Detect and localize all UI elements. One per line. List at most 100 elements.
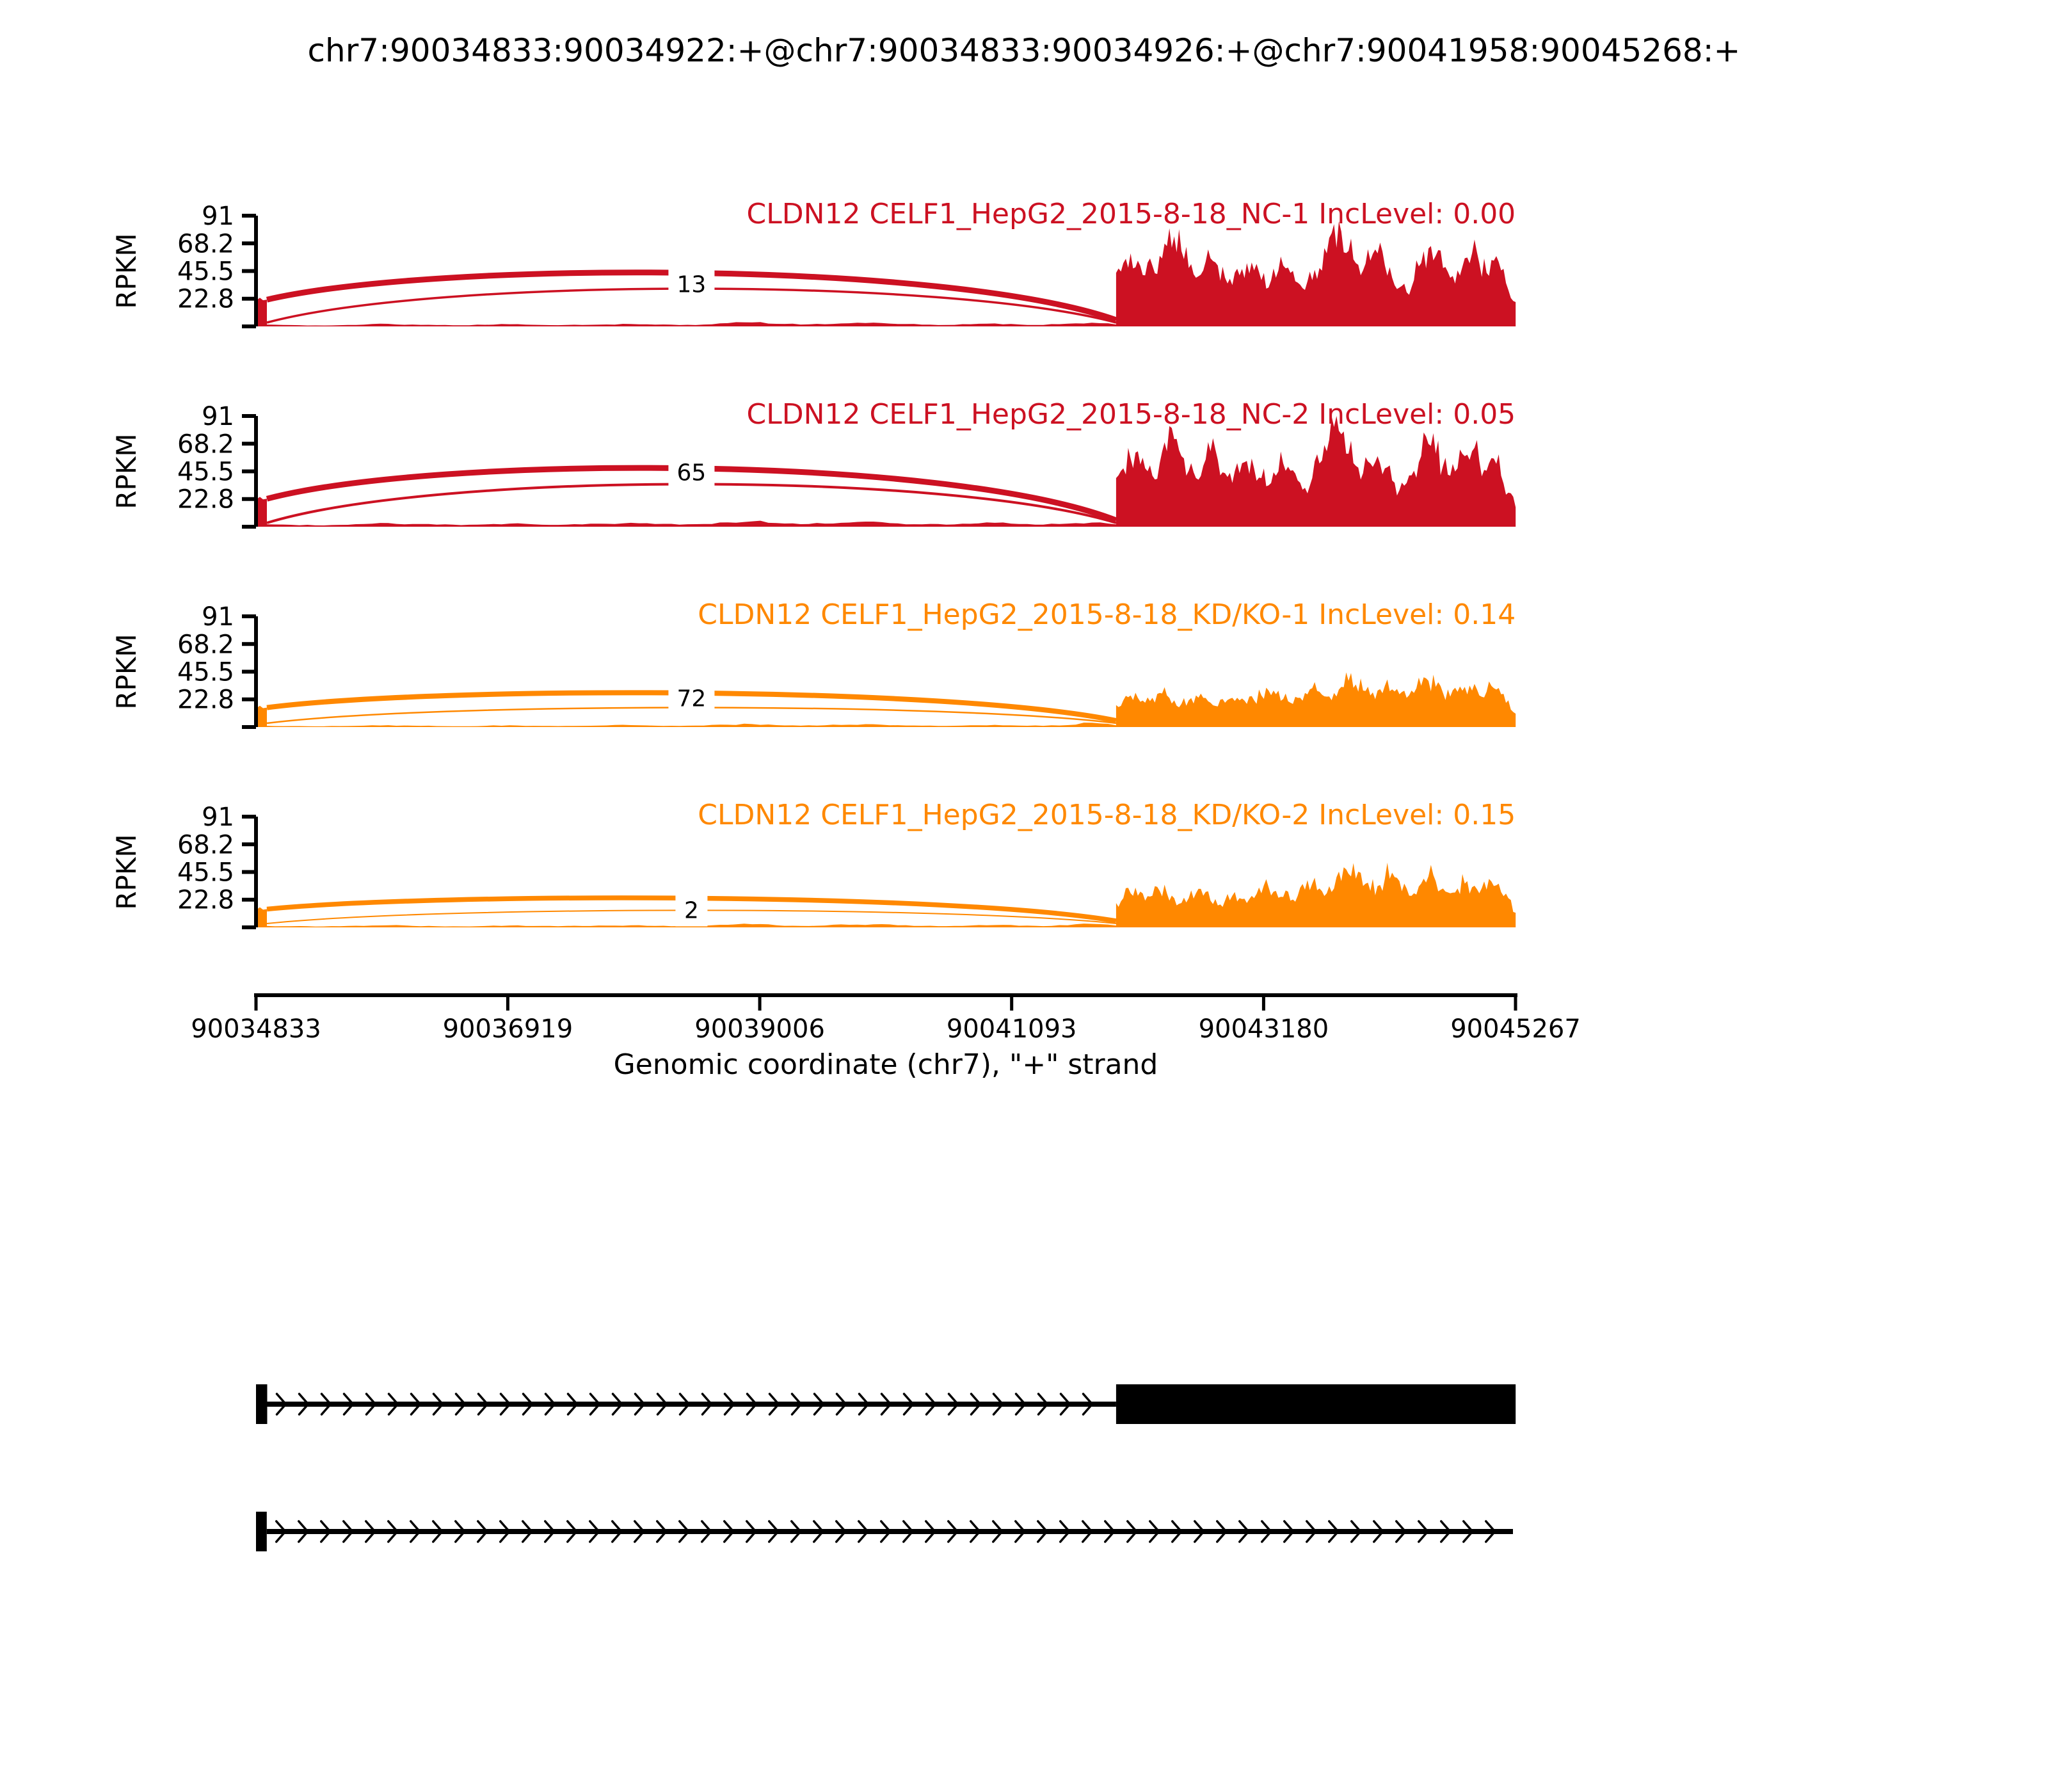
splice-chevron bbox=[589, 1393, 601, 1416]
splice-chevron bbox=[835, 1520, 847, 1543]
splice-chevron bbox=[835, 1393, 847, 1416]
splice-chevron bbox=[342, 1393, 355, 1416]
splice-chevron bbox=[992, 1520, 1004, 1543]
y-axis-title: RPKM bbox=[111, 634, 142, 709]
isoform-2 bbox=[256, 1512, 1513, 1551]
junction-count-label: 72 bbox=[677, 685, 707, 712]
splice-chevron bbox=[678, 1393, 691, 1416]
splice-chevron bbox=[566, 1520, 579, 1543]
splice-chevron bbox=[522, 1393, 534, 1416]
junction-count-label: 13 bbox=[677, 271, 707, 298]
splice-chevron bbox=[432, 1520, 444, 1543]
x-tick-label: 90034833 bbox=[191, 1014, 321, 1044]
y-tick-label: 68.2 bbox=[177, 229, 234, 259]
splice-chevron bbox=[768, 1520, 780, 1543]
x-tick-label: 90041093 bbox=[947, 1014, 1077, 1044]
exon-block bbox=[1116, 1384, 1516, 1424]
splice-chevron bbox=[544, 1393, 556, 1416]
splice-chevron bbox=[656, 1520, 668, 1543]
splice-chevron bbox=[746, 1520, 758, 1543]
y-tick-label: 91 bbox=[202, 202, 234, 231]
splice-chevron bbox=[1059, 1393, 1071, 1416]
y-tick-label: 45.5 bbox=[177, 257, 234, 287]
splice-chevron bbox=[1395, 1520, 1407, 1543]
y-tick-label: 91 bbox=[202, 803, 234, 832]
splice-chevron bbox=[992, 1393, 1004, 1416]
junction-count-bg bbox=[668, 455, 715, 489]
splice-chevron bbox=[611, 1520, 623, 1543]
splice-chevron bbox=[880, 1393, 892, 1416]
coverage-area bbox=[257, 221, 1516, 326]
splice-chevron bbox=[1462, 1520, 1475, 1543]
splice-chevron bbox=[723, 1520, 735, 1543]
sample-label: CLDN12 CELF1_HepG2_2015-8-18_NC-2 IncLev… bbox=[746, 398, 1516, 431]
splice-chevron bbox=[275, 1520, 287, 1543]
plot-title: chr7:90034833:90034922:+@chr7:90034833:9… bbox=[307, 32, 1741, 69]
splice-chevron bbox=[1014, 1520, 1027, 1543]
splice-chevron bbox=[947, 1393, 959, 1416]
splice-chevron bbox=[320, 1393, 332, 1416]
sample-label: CLDN12 CELF1_HepG2_2015-8-18_KD/KO-1 Inc… bbox=[698, 598, 1516, 631]
y-tick-label: 22.8 bbox=[177, 685, 234, 715]
splice-chevron bbox=[589, 1520, 601, 1543]
splice-chevron bbox=[1104, 1520, 1116, 1543]
y-tick-label: 45.5 bbox=[177, 658, 234, 687]
splice-chevron bbox=[790, 1520, 803, 1543]
splice-chevron bbox=[858, 1393, 870, 1416]
junction-count-bg bbox=[668, 681, 715, 715]
y-tick-label: 45.5 bbox=[177, 458, 234, 487]
splice-chevron bbox=[813, 1520, 825, 1543]
splice-chevron bbox=[544, 1520, 556, 1543]
splice-chevron bbox=[522, 1520, 534, 1543]
splice-chevron bbox=[947, 1520, 959, 1543]
splice-chevron bbox=[880, 1520, 892, 1543]
splice-chevron bbox=[566, 1393, 579, 1416]
splice-chevron bbox=[1216, 1520, 1228, 1543]
splice-chevron bbox=[275, 1393, 287, 1416]
splice-chevron bbox=[1194, 1520, 1206, 1543]
splice-chevron bbox=[1059, 1520, 1071, 1543]
isoform-1 bbox=[256, 1384, 1516, 1424]
splice-chevron bbox=[925, 1393, 937, 1416]
splice-chevron bbox=[1037, 1393, 1049, 1416]
splice-chevron bbox=[790, 1393, 803, 1416]
splice-chevron bbox=[611, 1393, 623, 1416]
y-tick-label: 45.5 bbox=[177, 858, 234, 888]
sample-label: CLDN12 CELF1_HepG2_2015-8-18_NC-1 IncLev… bbox=[746, 198, 1516, 230]
splice-chevron bbox=[387, 1520, 399, 1543]
splice-chevron bbox=[1373, 1520, 1385, 1543]
x-axis: 90034833 90036919 90039006 90041093 90043180… bbox=[191, 993, 1581, 1044]
y-tick-label: 22.8 bbox=[177, 285, 234, 314]
splice-chevron bbox=[1350, 1520, 1363, 1543]
splice-chevron bbox=[387, 1393, 399, 1416]
splice-chevron bbox=[1440, 1520, 1452, 1543]
y-tick-label: 22.8 bbox=[177, 485, 234, 515]
splice-chevron bbox=[746, 1393, 758, 1416]
exon-block bbox=[256, 1512, 267, 1551]
y-tick-label: 91 bbox=[202, 402, 234, 431]
splice-chevron bbox=[970, 1393, 982, 1416]
splice-chevron bbox=[970, 1520, 982, 1543]
y-tick-label: 68.2 bbox=[177, 830, 234, 860]
splice-chevron bbox=[1082, 1393, 1094, 1416]
y-axis-title: RPKM bbox=[111, 233, 142, 308]
junction-count-bg bbox=[668, 267, 715, 301]
coverage-area bbox=[257, 672, 1516, 727]
x-tick-label: 90045267 bbox=[1450, 1014, 1581, 1044]
splice-chevron bbox=[1485, 1520, 1497, 1543]
splice-chevron bbox=[365, 1393, 377, 1416]
splice-chevron bbox=[1328, 1520, 1340, 1543]
splice-chevron bbox=[410, 1520, 422, 1543]
splice-chevron bbox=[477, 1393, 489, 1416]
splice-chevron bbox=[298, 1520, 310, 1543]
exon-block bbox=[256, 1384, 268, 1424]
junction-count-label: 65 bbox=[677, 460, 707, 486]
splice-chevron bbox=[1014, 1393, 1027, 1416]
splice-chevron bbox=[723, 1393, 735, 1416]
y-tick-label: 68.2 bbox=[177, 429, 234, 459]
